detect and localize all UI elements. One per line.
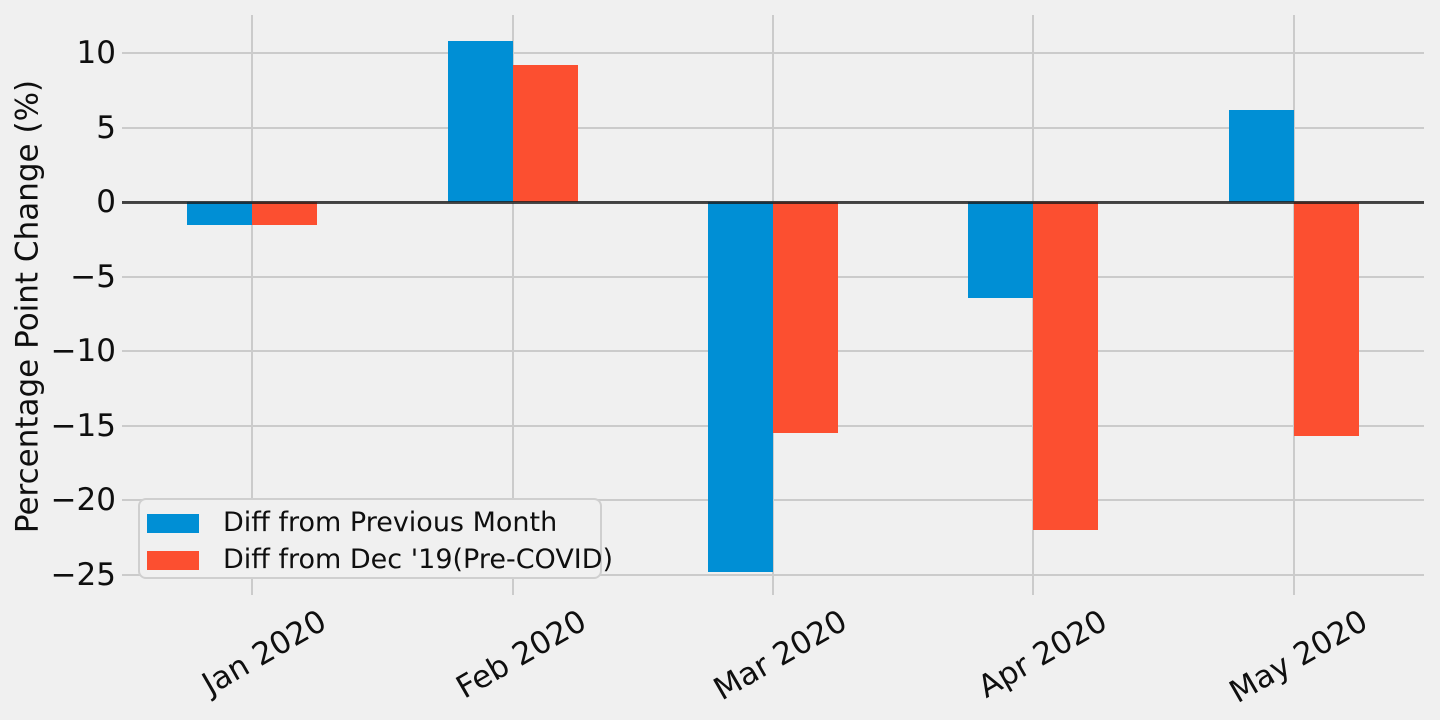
gridline-x-feb-2020 — [511, 15, 514, 595]
y-tick-label: 0 — [96, 184, 116, 221]
bar-apr-2020-series-1 — [1033, 202, 1099, 531]
y-tick-label: 10 — [76, 35, 116, 72]
y-axis-title: Percentage Point Change (%) — [9, 79, 46, 534]
bar-feb-2020-series-1 — [512, 65, 578, 203]
legend-label: Diff from Dec '19(Pre-COVID) — [223, 544, 614, 575]
legend-item-previous-month: Diff from Previous Month — [147, 508, 557, 538]
y-tick-label: −20 — [50, 482, 116, 519]
x-tick-label: May 2020 — [1223, 603, 1374, 711]
y-tick-label: 5 — [96, 109, 116, 146]
legend-label: Diff from Previous Month — [223, 507, 558, 538]
y-tick-label: −10 — [50, 333, 116, 370]
x-tick-label: Mar 2020 — [707, 603, 853, 708]
x-tick-label: Feb 2020 — [450, 603, 593, 706]
bar-jan-2020-series-0 — [187, 202, 253, 225]
bar-may-2020-series-1 — [1293, 202, 1359, 437]
bar-apr-2020-series-0 — [968, 202, 1034, 298]
bar-jan-2020-series-1 — [252, 202, 318, 225]
y-tick-label: −15 — [50, 407, 116, 444]
bar-mar-2020-series-1 — [773, 202, 838, 434]
legend-item-pre-covid: Diff from Dec '19(Pre-COVID) — [147, 545, 613, 575]
legend-swatch-blue — [147, 513, 199, 533]
bar-may-2020-series-0 — [1228, 109, 1294, 203]
y-tick-label: −25 — [50, 556, 116, 593]
y-tick-label: −5 — [70, 258, 116, 295]
bar-feb-2020-series-0 — [447, 41, 513, 203]
x-tick-label: Jan 2020 — [195, 603, 333, 703]
x-tick-label: Apr 2020 — [972, 603, 1114, 706]
gridline-x-jan-2020 — [251, 15, 254, 595]
zero-axis-line — [122, 200, 1424, 204]
legend-swatch-red — [147, 550, 199, 570]
legend: Diff from Previous Month Diff from Dec '… — [138, 498, 613, 579]
bar-mar-2020-series-0 — [708, 202, 773, 572]
